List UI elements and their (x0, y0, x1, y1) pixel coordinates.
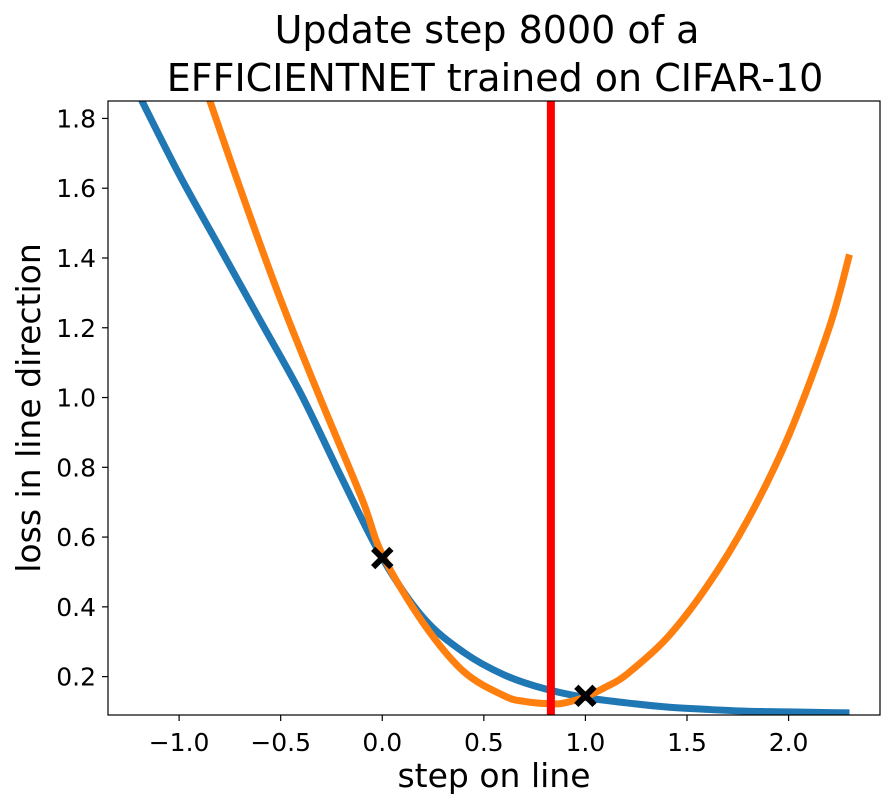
x-tick-label: 0.0 (362, 728, 402, 757)
y-tick-label: 1.2 (56, 314, 96, 343)
chart-title-line-1: Update step 8000 of a (275, 8, 700, 52)
x-marker-2 (574, 684, 597, 708)
x-marker-glyph (574, 684, 597, 708)
x-axis-label: step on line (397, 756, 590, 795)
x-tick-label: 2.0 (769, 728, 809, 757)
plot-area (138, 101, 853, 715)
y-tick-label: 1.8 (56, 104, 96, 133)
y-tick-label: 0.2 (56, 663, 96, 692)
x-tick-label: 0.5 (464, 728, 504, 757)
y-tick-label: 1.4 (56, 244, 96, 273)
x-tick-label: 1.0 (566, 728, 606, 757)
y-tick-label: 0.6 (56, 523, 96, 552)
y-tick-label: 1.0 (56, 384, 96, 413)
y-tick-label: 1.6 (56, 174, 96, 203)
x-tick-label: −1.0 (149, 728, 210, 757)
x-marker-1 (371, 546, 394, 570)
y-tick-label: 0.4 (56, 593, 96, 622)
y-axis-label: loss in line direction (9, 243, 48, 572)
x-tick-label: −0.5 (250, 728, 311, 757)
chart-title-line-2: EFFICIENTNET trained on CIFAR-10 (167, 56, 824, 100)
x-marker-glyph (371, 546, 394, 570)
series-line-1 (138, 101, 850, 715)
x-tick-label: 1.5 (667, 728, 707, 757)
y-tick-label: 0.8 (56, 453, 96, 482)
axes-frame (107, 100, 881, 716)
